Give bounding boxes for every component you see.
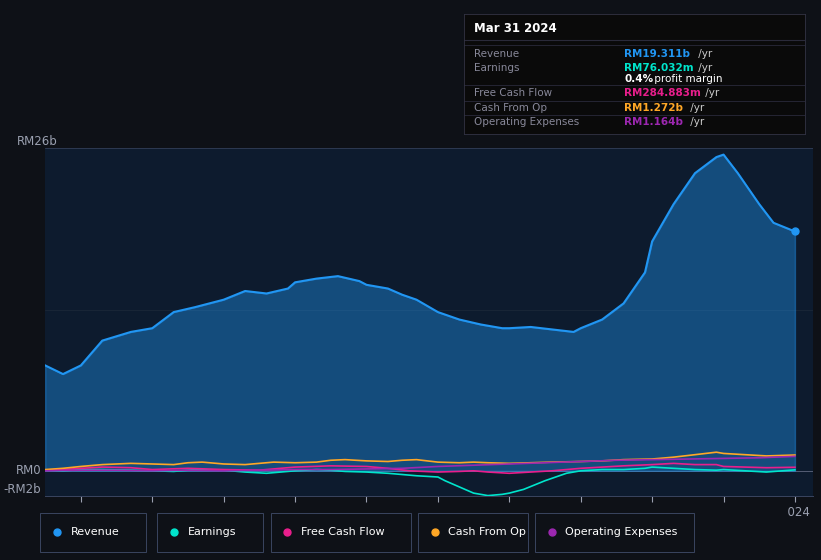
Text: Operating Expenses: Operating Expenses [566, 527, 677, 537]
Text: Cash From Op: Cash From Op [474, 103, 547, 113]
Text: Earnings: Earnings [188, 527, 236, 537]
Text: 0.4%: 0.4% [624, 74, 654, 84]
Text: Earnings: Earnings [474, 63, 520, 73]
Text: RM19.311b: RM19.311b [624, 49, 690, 59]
Text: RM1.272b: RM1.272b [624, 103, 683, 113]
Text: Free Cash Flow: Free Cash Flow [301, 527, 384, 537]
Text: /yr: /yr [695, 63, 712, 73]
Text: Cash From Op: Cash From Op [448, 527, 526, 537]
Text: RM76.032m: RM76.032m [624, 63, 694, 73]
Text: RM26b: RM26b [16, 136, 57, 148]
Text: Revenue: Revenue [71, 527, 119, 537]
Text: /yr: /yr [686, 118, 704, 127]
Text: profit margin: profit margin [651, 74, 722, 84]
Text: RM1.164b: RM1.164b [624, 118, 683, 127]
Text: -RM2b: -RM2b [3, 483, 41, 496]
Text: Mar 31 2024: Mar 31 2024 [474, 22, 557, 35]
Text: Operating Expenses: Operating Expenses [474, 118, 580, 127]
Text: /yr: /yr [686, 103, 704, 113]
Text: RM0: RM0 [16, 464, 41, 477]
Text: Revenue: Revenue [474, 49, 519, 59]
Text: Free Cash Flow: Free Cash Flow [474, 88, 553, 99]
Text: /yr: /yr [702, 88, 720, 99]
Text: RM284.883m: RM284.883m [624, 88, 701, 99]
Text: /yr: /yr [695, 49, 712, 59]
